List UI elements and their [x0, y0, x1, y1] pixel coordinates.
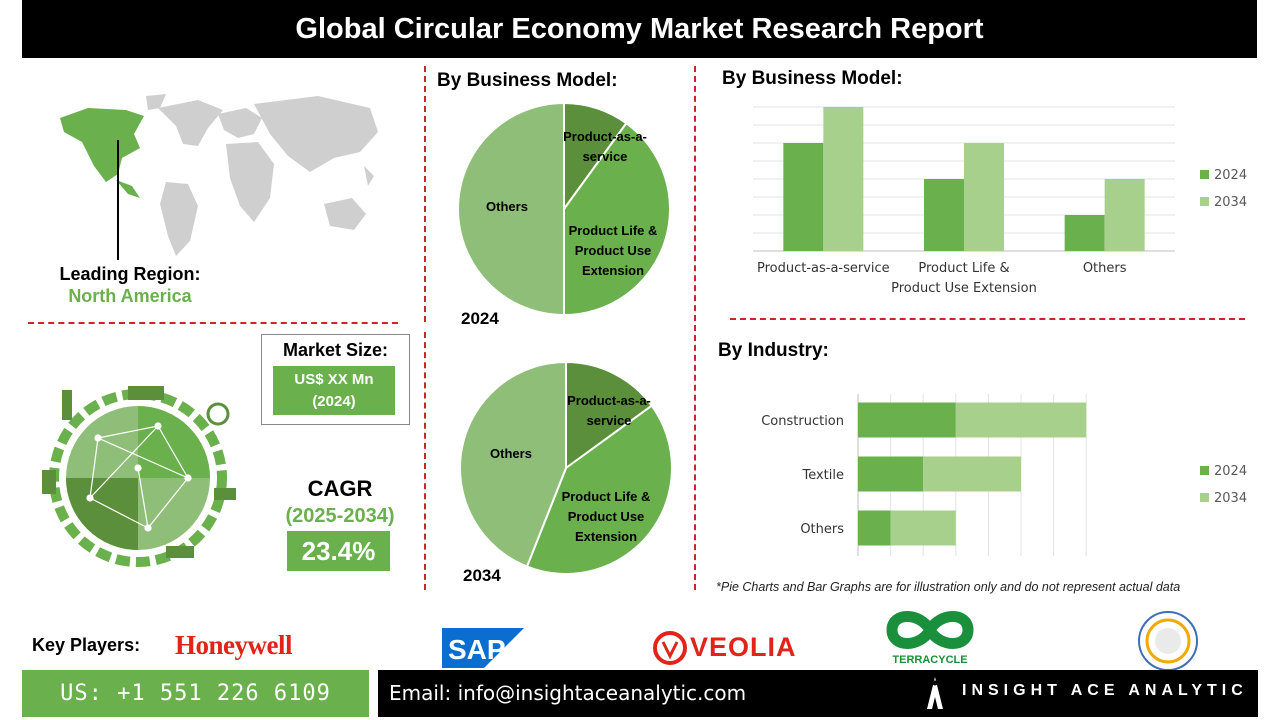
veolia-logo: VEOLIA	[690, 632, 797, 662]
pie-slice	[457, 101, 565, 317]
market-size-value: US$ XX Mn (2024)	[273, 366, 395, 415]
pie-2024-label-product-as-a-service: Product-as-a-service	[563, 129, 647, 164]
bar-2034	[823, 107, 864, 251]
brand-name: INSIGHT ACE ANALYTIC	[962, 682, 1248, 699]
page-title: Global Circular Economy Market Research …	[22, 0, 1257, 58]
solar-impulse-seal-icon	[1138, 611, 1198, 671]
bar-2034	[923, 456, 1021, 492]
category-label: Others	[800, 522, 844, 537]
industry-bar-chart: Construction Textile Others 2024 2034	[761, 394, 1247, 556]
legend-swatch	[1200, 197, 1209, 206]
bar-2024	[783, 143, 824, 251]
pie-2024-year: 2024	[461, 309, 499, 328]
legend-label: 2024	[1214, 168, 1247, 183]
legend-label: 2034	[1214, 195, 1247, 210]
pie-2034-label-product-life: Product Life & Product Use Extension	[561, 489, 651, 544]
legend-swatch	[1200, 493, 1209, 502]
industry-section-title: By Industry:	[718, 340, 829, 361]
circular-economy-globe-icon	[42, 386, 236, 567]
sap-logo: SAP	[442, 628, 524, 668]
bar-2034	[955, 402, 1087, 438]
terracycle-logo: TERRACYCLE	[892, 654, 968, 666]
sap-logo-text: SAP	[448, 634, 506, 665]
world-map	[60, 94, 378, 256]
legend-label: 2024	[1214, 464, 1247, 479]
phone-number[interactable]: US: +1 551 226 6109	[22, 670, 369, 717]
bar-2024	[1064, 215, 1105, 251]
email-address[interactable]: Email: info@insightaceanalytic.com	[389, 681, 747, 705]
category-label: Product Use Extension	[891, 281, 1037, 296]
market-size-box	[261, 334, 410, 425]
category-label: Textile	[801, 468, 844, 483]
category-label: Product-as-a-service	[757, 261, 890, 276]
leading-region-label: Leading Region:	[59, 264, 201, 284]
terracycle-infinity-icon	[886, 611, 974, 649]
cagr-label: CAGR	[307, 476, 373, 501]
bar-section-title: By Business Model:	[722, 68, 903, 89]
bar-2024	[858, 456, 924, 492]
pie-2024-label-product-life: Product Life & Product Use Extension	[568, 223, 658, 278]
pie-2034-label-product-as-a-service: Product-as-a-service	[567, 393, 651, 428]
pie-section-title: By Business Model:	[437, 70, 618, 91]
honeywell-logo: Honeywell	[175, 630, 293, 660]
bar-2034	[964, 143, 1004, 251]
footer-bar: Email: info@insightaceanalytic.com INSIG…	[378, 670, 1258, 717]
bar-2024	[858, 510, 891, 546]
key-players-label: Key Players:	[32, 635, 141, 655]
pie-2034-year: 2034	[463, 566, 501, 585]
region-pointer-line	[117, 140, 119, 260]
divider-left-bottom	[424, 332, 426, 590]
pie-2034-label-others: Others	[490, 446, 532, 461]
legend-swatch	[1200, 466, 1209, 475]
market-size-year: (2024)	[312, 392, 356, 410]
leading-region-value: North America	[68, 286, 192, 306]
legend-label: 2034	[1214, 491, 1247, 506]
bar-2024	[924, 179, 964, 251]
pie-2024-label-others: Others	[486, 199, 528, 214]
cagr-value: 23.4%	[287, 531, 390, 571]
pie-slice	[563, 121, 671, 317]
cagr-period: (2025-2034)	[285, 505, 395, 527]
bar-2024	[858, 402, 956, 438]
category-label: Product Life &	[918, 261, 1009, 276]
insight-ace-logo-icon	[927, 677, 943, 709]
business-model-bar-chart: Product-as-a-service Product Life & Produc…	[753, 106, 1247, 296]
market-size-label: Market Size:	[282, 340, 389, 360]
category-label: Construction	[761, 414, 844, 429]
legend-swatch	[1200, 170, 1209, 179]
disclaimer: *Pie Charts and Bar Graphs are for illus…	[716, 580, 1181, 594]
divider-industry	[730, 318, 1245, 320]
divider-left-top	[424, 66, 426, 322]
pie-slice	[565, 360, 654, 470]
divider-region	[28, 322, 398, 324]
bar-2034	[890, 510, 956, 546]
divider-right	[694, 66, 696, 590]
pie-chart-2034	[459, 360, 673, 575]
pie-slice	[525, 404, 673, 575]
market-size-amount: US$ XX Mn	[294, 370, 374, 388]
bar-2034	[1104, 179, 1145, 251]
pie-slice	[459, 360, 567, 568]
veolia-emblem-icon	[653, 631, 687, 665]
category-label: Others	[1083, 261, 1127, 276]
pie-chart-2024	[457, 101, 671, 317]
